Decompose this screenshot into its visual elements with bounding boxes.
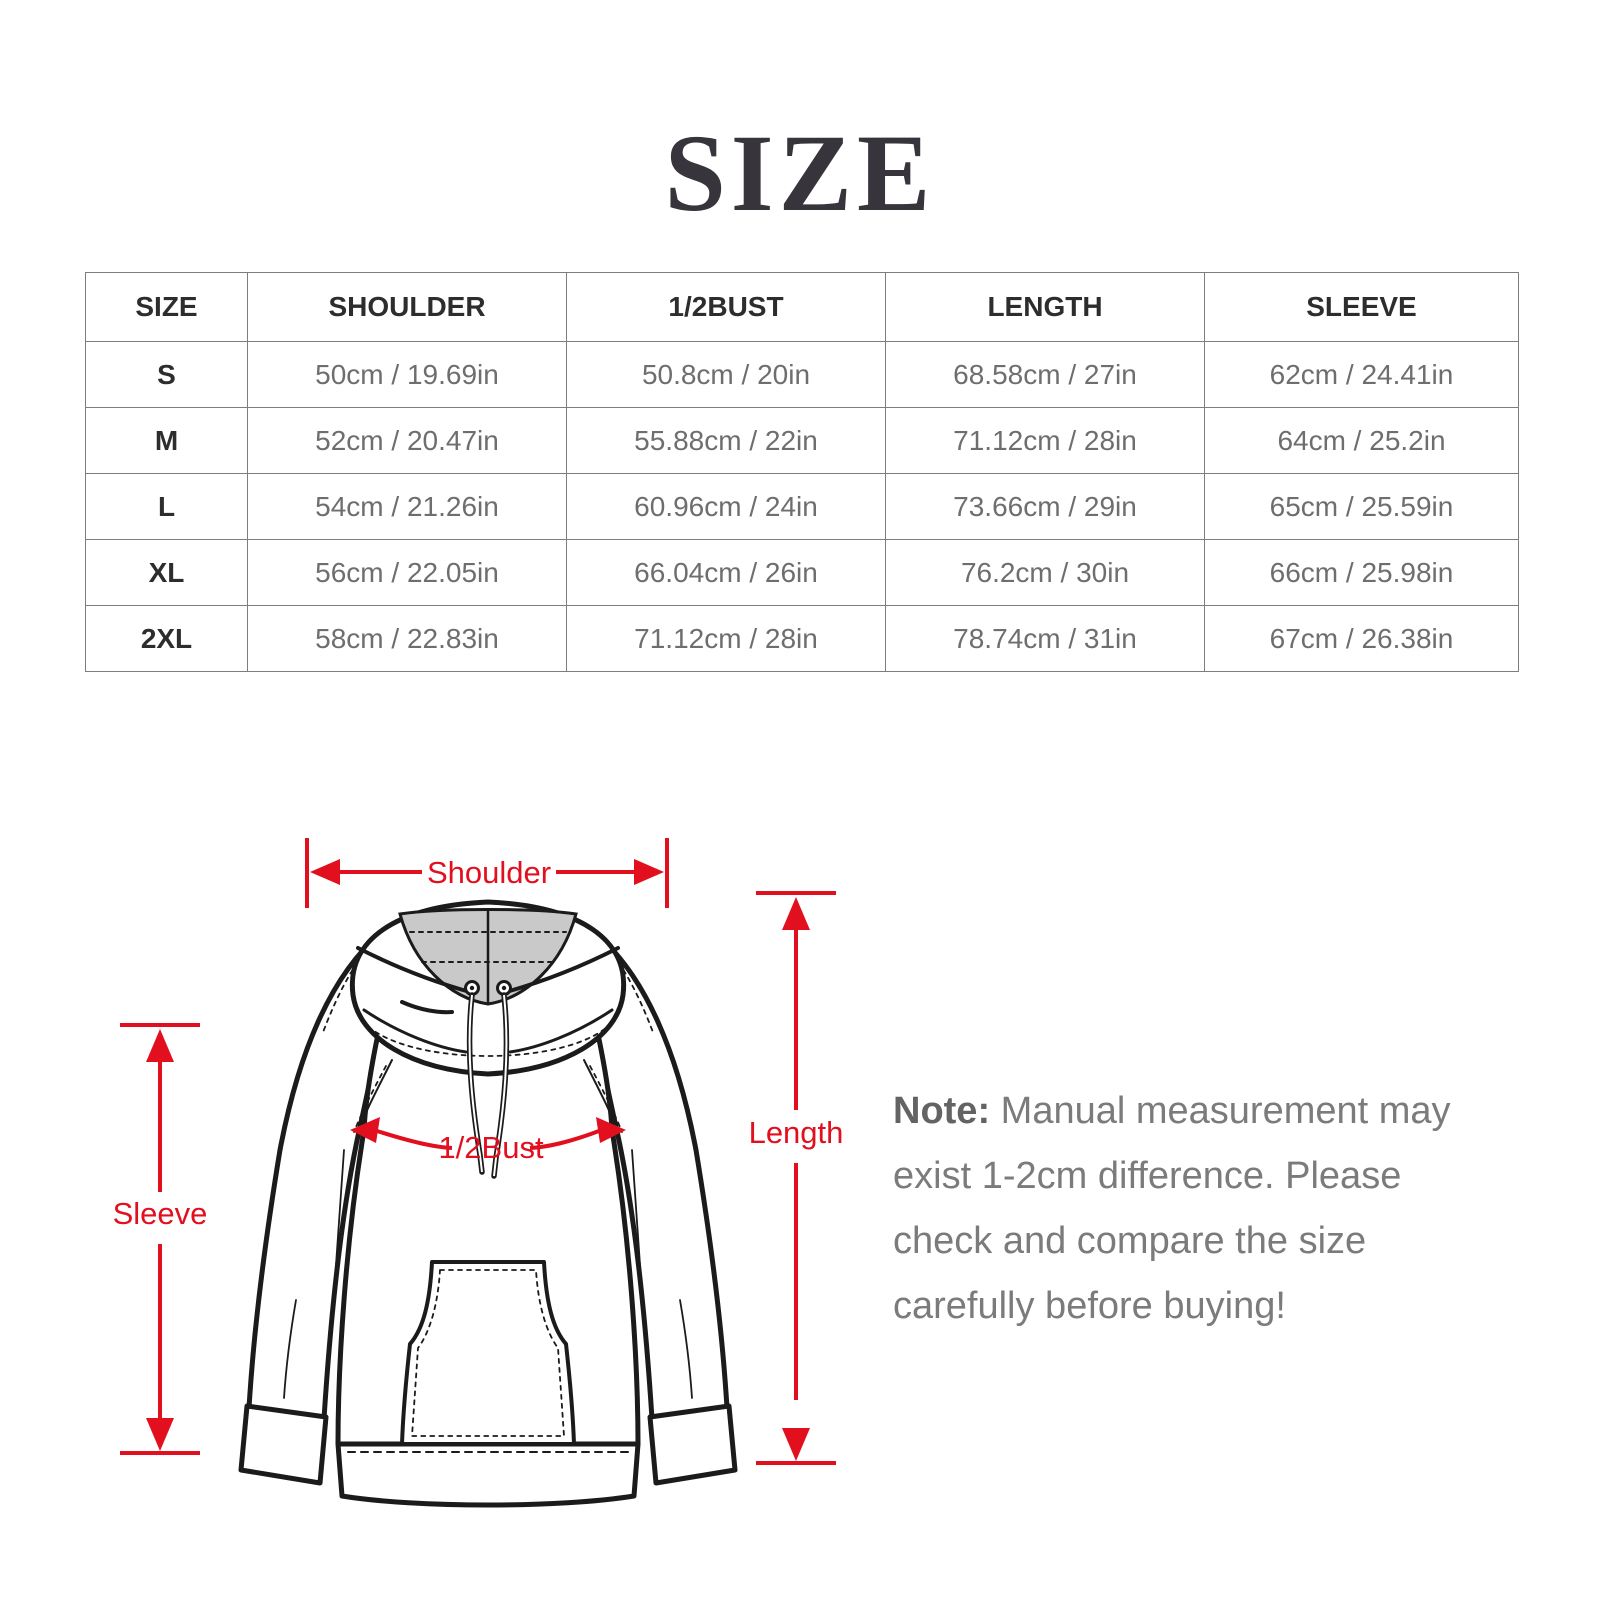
sleeve-down-arrowhead	[146, 1418, 174, 1451]
size-label: L	[85, 473, 248, 540]
right-cuff	[647, 1403, 738, 1486]
cell-shoulder: 56cm / 22.05in	[247, 539, 567, 606]
shoulder-dimension-label: Shoulder	[427, 855, 551, 890]
right-raglan-stitch	[589, 1065, 623, 1133]
shoulder-right-arrowhead	[634, 859, 664, 885]
cell-length: 68.58cm / 27in	[885, 341, 1205, 408]
length-dimension-label: Length	[749, 1115, 844, 1150]
collar-fold-right-lower	[508, 1008, 614, 1054]
sleeve-dimension-label: Sleeve	[113, 1196, 208, 1231]
header-cell-sleeve: SLEEVE	[1204, 272, 1519, 342]
cell-sleeve: 64cm / 25.2in	[1204, 407, 1519, 474]
table-row-s: S 50cm / 19.69in 50.8cm / 20in 68.58cm /…	[85, 341, 1519, 408]
note-prefix: Note:	[893, 1090, 991, 1132]
sleeve-dimension: Sleeve	[113, 1023, 208, 1455]
bust-dimension-label: 1/2Bust	[438, 1130, 544, 1165]
collar-fold-left-lower	[362, 1008, 468, 1054]
note-line: carefully before buying!	[893, 1285, 1286, 1327]
left-drawstring-highlight	[468, 994, 483, 1173]
bust-line-right	[529, 1129, 600, 1150]
size-label: S	[85, 341, 248, 408]
note-line: exist 1-2cm difference. Please	[893, 1155, 1402, 1197]
bust-dimension: 1/2Bust	[350, 1117, 626, 1165]
cell-shoulder: 52cm / 20.47in	[247, 407, 567, 474]
cell-sleeve: 66cm / 25.98in	[1204, 539, 1519, 606]
cell-sleeve: 65cm / 25.59in	[1204, 473, 1519, 540]
cell-sleeve: 67cm / 26.38in	[1204, 605, 1519, 672]
cell-length: 71.12cm / 28in	[885, 407, 1205, 474]
size-label: M	[85, 407, 248, 474]
cell-bust: 55.88cm / 22in	[566, 407, 886, 474]
hem-band	[335, 1441, 641, 1508]
table-row-m: M 52cm / 20.47in 55.88cm / 22in 71.12cm …	[85, 407, 1519, 474]
cell-bust: 50.8cm / 20in	[566, 341, 886, 408]
size-table: SIZE SHOULDER 1/2BUST LENGTH SLEEVE S 50…	[85, 272, 1519, 672]
bust-right-arrowhead	[596, 1117, 626, 1143]
length-down-arrowhead	[782, 1428, 810, 1461]
size-label: XL	[85, 539, 248, 606]
right-eyelet-hole	[501, 985, 507, 991]
left-cuff	[238, 1403, 329, 1486]
collar-stitch-arc	[361, 1019, 615, 1057]
bust-line-left	[376, 1129, 453, 1150]
header-cell-bust: 1/2BUST	[566, 272, 886, 342]
note-line: check and compare the size	[893, 1220, 1367, 1262]
sleeve-up-arrowhead	[146, 1029, 174, 1062]
cell-bust: 71.12cm / 28in	[566, 605, 886, 672]
cell-length: 76.2cm / 30in	[885, 539, 1205, 606]
left-sleeve-crease	[327, 1149, 345, 1381]
cell-bust: 66.04cm / 26in	[566, 539, 886, 606]
left-sleeve-crease-2	[283, 1299, 297, 1399]
note-text: Manual measurement may	[1000, 1090, 1451, 1132]
header-cell-size: SIZE	[85, 272, 248, 342]
cell-length: 78.74cm / 31in	[885, 605, 1205, 672]
right-drawstring-highlight	[493, 994, 508, 1177]
pocket-stitch	[411, 1269, 565, 1437]
cell-shoulder: 58cm / 22.83in	[247, 605, 567, 672]
table-row-2xl: 2XL 58cm / 22.83in 71.12cm / 28in 78.74c…	[85, 605, 1519, 672]
note-line: Note: Manual measurement may	[893, 1079, 1513, 1144]
collar-accent-line	[400, 1000, 454, 1015]
table-row-l: L 54cm / 21.26in 60.96cm / 24in 73.66cm …	[85, 473, 1519, 540]
page-title: SIZE	[664, 112, 936, 234]
left-eyelet-hole	[469, 985, 475, 991]
length-dimension: Length	[749, 891, 844, 1465]
cell-shoulder: 50cm / 19.69in	[247, 341, 567, 408]
table-row-xl: XL 56cm / 22.05in 66.04cm / 26in 76.2cm …	[85, 539, 1519, 606]
size-label: 2XL	[85, 605, 248, 672]
cell-bust: 60.96cm / 24in	[566, 473, 886, 540]
cell-sleeve: 62cm / 24.41in	[1204, 341, 1519, 408]
cell-length: 73.66cm / 29in	[885, 473, 1205, 540]
bust-left-arrowhead	[350, 1117, 380, 1143]
table-header-row: SIZE SHOULDER 1/2BUST LENGTH SLEEVE	[85, 272, 1519, 342]
shoulder-dimension: Shoulder	[305, 838, 669, 908]
cell-shoulder: 54cm / 21.26in	[247, 473, 567, 540]
kangaroo-pocket	[400, 1260, 576, 1446]
right-sleeve-crease	[631, 1149, 649, 1381]
collar-fold-right	[504, 946, 620, 994]
header-cell-shoulder: SHOULDER	[247, 272, 567, 342]
left-raglan-stitch	[353, 1065, 387, 1133]
shoulder-left-arrowhead	[310, 859, 340, 885]
length-up-arrowhead	[782, 897, 810, 930]
collar-fold-left	[356, 946, 472, 994]
right-sleeve-crease-2	[679, 1299, 693, 1399]
hoodie-illustration	[238, 899, 738, 1508]
size-diagram: Shoulder Sleeve Length 1/2Bust	[113, 838, 844, 1508]
header-cell-length: LENGTH	[885, 272, 1205, 342]
note-block: Note: Manual measurement may exist 1-2cm…	[893, 1079, 1513, 1339]
